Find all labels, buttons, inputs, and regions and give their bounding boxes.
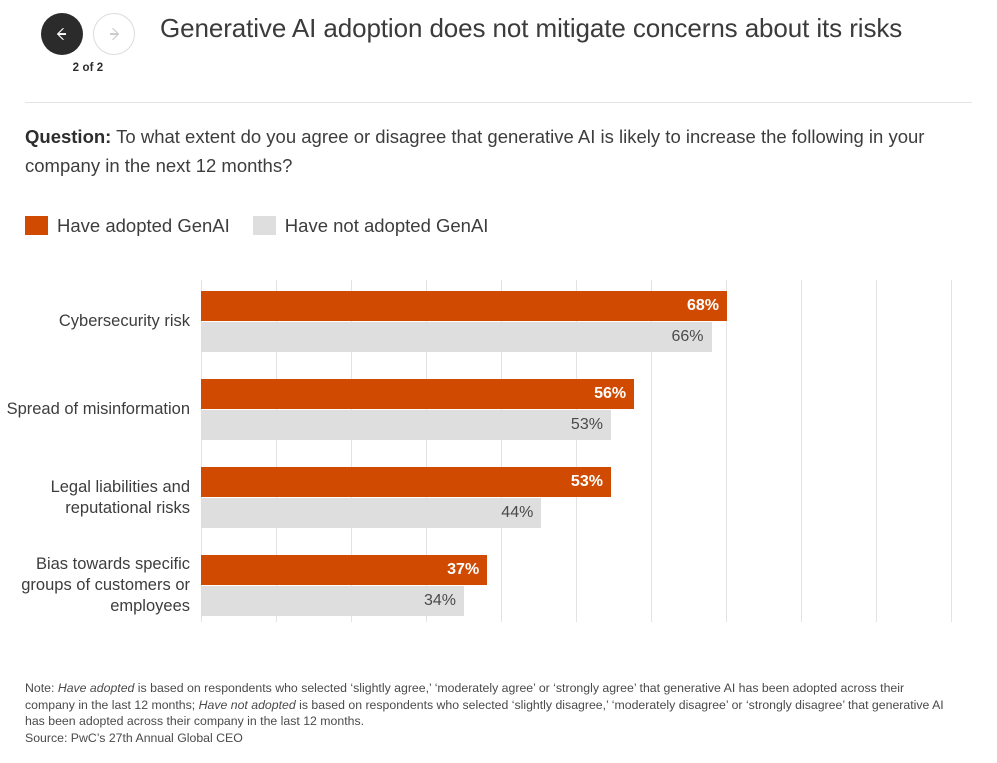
note-emphasis-not-adopted: Have not adopted [198,697,296,712]
bar-not-adopted[interactable]: 44% [201,498,542,528]
legend-item-not-adopted: Have not adopted GenAI [252,215,489,236]
arrow-left-icon [52,24,72,44]
category-label: Cybersecurity risk [58,312,190,330]
chart-note: Note: Have adopted is based on responden… [25,680,955,730]
gridline [876,280,877,622]
category-label: Legal liabilities and reputational risks [50,477,190,517]
gridline [201,280,202,622]
gridline [351,280,352,622]
question-body: To what extent do you agree or disagree … [25,126,925,176]
bar-chart: Cybersecurity risk Spread of misinformati… [0,272,997,622]
bar-not-adopted[interactable]: 53% [201,410,611,440]
note-prefix: Note: [25,681,58,695]
bar-not-adopted[interactable]: 34% [201,586,464,616]
legend-swatch-adopted [25,216,48,235]
gridline [951,280,952,622]
question-label: Question: [25,126,112,147]
bar-adopted[interactable]: 68% [201,291,727,321]
bar-value-label: 34% [423,592,456,609]
note-emphasis-adopted: Have adopted [57,681,135,695]
bar-value-label: 66% [671,328,704,345]
page-counter: 2 of 2 [72,62,104,74]
carousel-navigation: 2 of 2 [41,13,151,74]
page-title: Generative AI adoption does not mitigate… [160,13,903,43]
legend-item-adopted: Have adopted GenAI [25,216,230,235]
gridline [426,280,427,622]
header: 2 of 2 Generative AI adoption does not m… [0,0,997,103]
chart-legend: Have adopted GenAI Have not adopted GenA… [25,216,488,235]
bar-adopted[interactable]: 53% [201,467,611,497]
bar-adopted[interactable]: 37% [201,555,488,585]
bar-value-label: 68% [686,297,719,314]
header-divider [25,102,972,103]
bar-value-label: 53% [570,473,603,490]
gridline [801,280,802,622]
gridline [726,280,727,622]
category-label: Bias towards specific groups of customer… [21,555,190,615]
category-labels: Cybersecurity risk Spread of misinformati… [0,272,190,622]
legend-swatch-not-adopted [252,216,276,235]
legend-label-adopted: Have adopted GenAI [57,215,230,236]
bar-adopted[interactable]: 56% [201,379,635,409]
bar-not-adopted[interactable]: 66% [201,322,712,352]
bar-value-label: 44% [501,504,534,521]
next-slide-button[interactable] [93,13,135,55]
previous-slide-button[interactable] [41,13,83,55]
chart-gridlines [0,272,997,622]
bar-value-label: 37% [447,561,480,578]
gridline [501,280,502,622]
gridline [651,280,652,622]
arrow-right-icon [104,24,124,44]
category-label: Spread of misinformation [6,400,190,418]
gridline [576,280,577,622]
chart-source: Source: PwC’s 27th Annual Global CEO [25,731,243,745]
nav-button-group [41,13,151,55]
legend-label-not-adopted: Have not adopted GenAI [284,215,489,236]
bar-value-label: 53% [570,416,603,433]
bar-value-label: 56% [594,385,627,402]
question-text: Question: To what extent do you agree or… [25,122,955,180]
note-part-3: is based on respondents who selected ‘sl… [25,697,944,729]
gridline [276,280,277,622]
note-part-2: is based on respondents who selected ‘sl… [25,681,905,712]
